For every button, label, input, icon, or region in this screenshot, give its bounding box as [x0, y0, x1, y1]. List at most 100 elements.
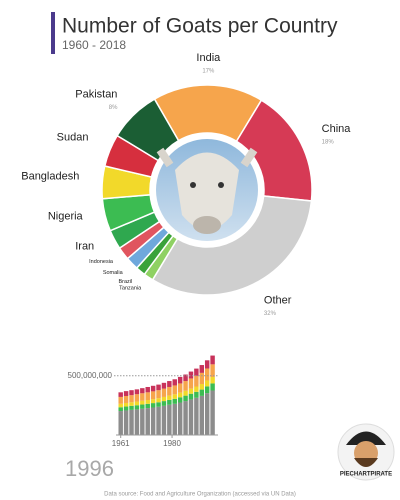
bar-segment	[156, 390, 161, 399]
segment-value-label: 8%	[109, 105, 118, 111]
bar-segment	[140, 393, 145, 401]
bar-segment	[204, 360, 210, 369]
bar-segment	[172, 398, 177, 404]
bar-segment	[140, 400, 145, 405]
segment-label: Nigeria	[48, 210, 84, 222]
bar-segment	[161, 405, 167, 435]
bar-segment	[161, 382, 167, 389]
bar-segment	[123, 391, 129, 396]
bar-segment	[118, 396, 123, 404]
bar-segment	[129, 402, 134, 406]
bar-segment	[150, 399, 156, 404]
bar-segment	[156, 398, 161, 403]
bar-segment	[177, 376, 183, 384]
bar-segment	[172, 403, 177, 435]
bar-segment	[167, 381, 172, 387]
donut-segment	[151, 195, 313, 296]
bar-segment	[177, 383, 183, 393]
bar-segment	[118, 392, 123, 397]
bar-segment	[140, 404, 145, 409]
bar-segment	[199, 365, 205, 373]
bar-segment	[140, 388, 145, 394]
bar-segment	[129, 390, 134, 396]
bar-segment	[123, 410, 129, 435]
bar-segment	[210, 355, 215, 365]
segment-label: Indonesia	[89, 259, 114, 265]
bar-segment	[161, 388, 167, 397]
bar-segment	[145, 400, 150, 404]
source-note: Data source: Food and Agriculture Organi…	[104, 492, 296, 498]
bar-segment	[118, 403, 123, 408]
segment-label: China	[322, 123, 352, 135]
chart-subtitle: 1960 - 2018	[62, 38, 126, 52]
bar-segment	[188, 399, 194, 435]
segment-label: Sudan	[57, 132, 89, 144]
bar-segment	[210, 390, 215, 435]
bar-segment	[140, 408, 145, 435]
bar-segment	[183, 395, 188, 402]
bar-segment	[210, 364, 215, 378]
bar-segment	[150, 407, 156, 435]
bar-segment	[210, 383, 215, 391]
stacked-bar-chart: 500,000,000 1961 1980	[68, 355, 218, 448]
bar-segment	[134, 405, 140, 410]
year-label: 1996	[65, 456, 114, 481]
bar-segment	[134, 401, 140, 406]
bar-segment	[177, 392, 183, 398]
bar-segment	[172, 385, 177, 395]
bar-segment	[156, 402, 161, 407]
segment-label: Other	[264, 295, 292, 307]
bar-segment	[172, 394, 177, 399]
bar-segment	[129, 405, 134, 410]
bar-segment	[123, 395, 129, 403]
bar-segment	[172, 379, 177, 386]
bar-segment	[123, 406, 129, 411]
bar-segment	[204, 380, 210, 387]
x-tick-label: 1961	[112, 439, 130, 448]
bar-segment	[194, 397, 199, 435]
segment-label: Bangladesh	[21, 171, 79, 183]
bar-segment	[134, 409, 140, 435]
bar-segment	[145, 408, 150, 435]
bar-segment	[183, 374, 188, 382]
bar-segment	[188, 371, 194, 379]
bar-segment	[156, 406, 161, 435]
bar-segment	[161, 401, 167, 406]
bar-segment	[156, 384, 161, 391]
x-tick-label: 1980	[163, 439, 181, 448]
bar-segment	[161, 396, 167, 402]
segment-value-label: 17%	[202, 69, 215, 75]
bar-segment	[204, 386, 210, 394]
bar-segment	[188, 388, 194, 394]
goat-photo	[153, 136, 261, 244]
bar-segment	[167, 386, 172, 396]
bar-segment	[145, 403, 150, 409]
bar-segment	[134, 389, 140, 395]
bar-segment	[145, 386, 150, 393]
bar-segment	[204, 368, 210, 381]
segment-label: India	[196, 52, 221, 64]
bar-segment	[118, 407, 123, 412]
bar-segment	[183, 381, 188, 391]
bar-segment	[134, 394, 140, 402]
bar-segment	[199, 372, 205, 385]
bar-segment	[167, 399, 172, 405]
bar-segment	[188, 378, 194, 389]
logo-text: PIECHARTPIRATE	[340, 472, 392, 478]
bar-segment	[194, 375, 199, 387]
title-bar	[51, 12, 55, 54]
segment-value-label: 32%	[264, 311, 277, 317]
bar-segment	[145, 392, 150, 401]
segment-label: Pakistan	[75, 88, 117, 100]
bar-segment	[150, 385, 156, 392]
segment-label: Somalia	[103, 270, 124, 276]
bar-segment	[210, 377, 215, 384]
bar-segment	[183, 401, 188, 435]
bar-segment	[167, 395, 172, 400]
bar-segment	[123, 402, 129, 407]
bar-segment	[129, 409, 134, 435]
chart-title: Number of Goats per Country	[62, 15, 338, 38]
